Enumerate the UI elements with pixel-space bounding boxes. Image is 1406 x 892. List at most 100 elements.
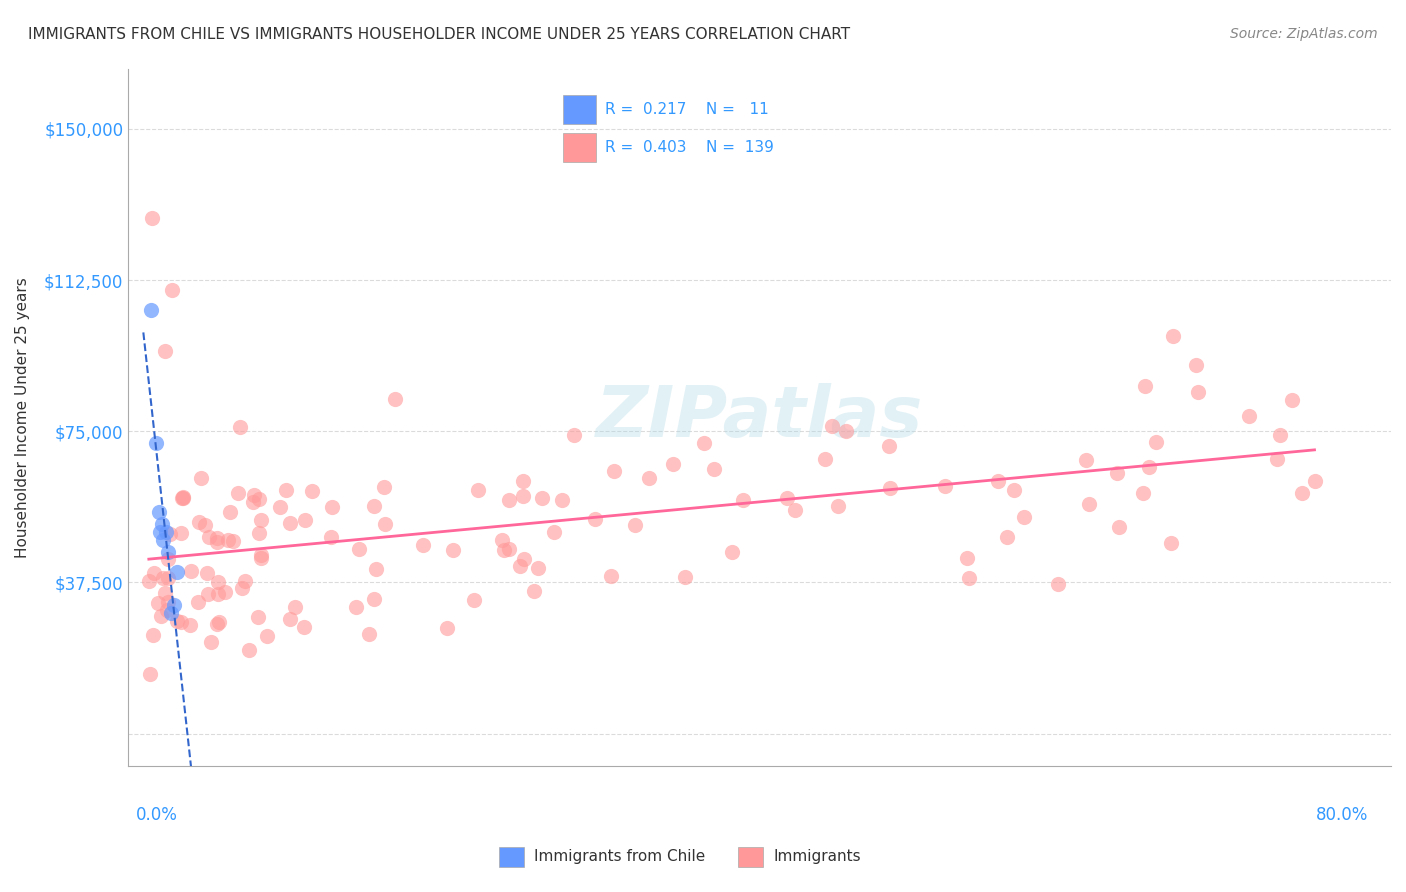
Point bbox=[492, 543, 515, 558]
Text: 0.0%: 0.0% bbox=[136, 806, 177, 824]
Text: 80.0%: 80.0% bbox=[1316, 806, 1368, 824]
Point bbox=[150, 516, 173, 531]
Point bbox=[776, 491, 799, 505]
Point bbox=[284, 599, 307, 614]
Point bbox=[269, 500, 291, 514]
Point bbox=[467, 483, 489, 497]
Point bbox=[250, 513, 273, 527]
Point bbox=[879, 481, 901, 495]
Point bbox=[624, 518, 647, 533]
Point bbox=[498, 492, 520, 507]
Point bbox=[347, 542, 370, 557]
Text: Source: ZipAtlas.com: Source: ZipAtlas.com bbox=[1230, 27, 1378, 41]
Point bbox=[1137, 459, 1160, 474]
Point bbox=[146, 596, 169, 610]
Point bbox=[153, 343, 176, 358]
Point bbox=[157, 571, 180, 585]
Point bbox=[278, 516, 301, 531]
Point bbox=[512, 489, 534, 503]
Point bbox=[170, 525, 193, 540]
Point bbox=[583, 512, 606, 526]
Point bbox=[412, 538, 434, 552]
Point bbox=[957, 571, 980, 585]
Point bbox=[159, 527, 181, 541]
Point bbox=[243, 488, 266, 502]
Point bbox=[159, 606, 181, 620]
Point bbox=[256, 629, 278, 643]
Point bbox=[491, 533, 513, 547]
Point bbox=[662, 457, 685, 471]
Point bbox=[219, 505, 242, 519]
Point bbox=[1076, 453, 1098, 467]
Point bbox=[638, 470, 661, 484]
Point bbox=[148, 505, 170, 519]
Point bbox=[187, 516, 209, 530]
Point bbox=[278, 612, 301, 626]
Point bbox=[1144, 435, 1167, 450]
Point bbox=[152, 533, 174, 547]
Point bbox=[1237, 409, 1260, 424]
Point bbox=[208, 615, 231, 630]
Point bbox=[436, 621, 458, 635]
Point bbox=[172, 491, 194, 505]
Point bbox=[172, 491, 194, 505]
Point bbox=[276, 483, 298, 498]
Point bbox=[163, 598, 186, 612]
Point bbox=[160, 283, 183, 297]
Point bbox=[1281, 392, 1303, 407]
Point bbox=[359, 626, 381, 640]
Point bbox=[1303, 475, 1326, 489]
Point bbox=[509, 559, 531, 574]
Point bbox=[155, 524, 177, 539]
Point bbox=[197, 587, 219, 601]
Point bbox=[877, 439, 900, 453]
Point bbox=[373, 480, 395, 494]
Point bbox=[242, 494, 264, 508]
Point bbox=[207, 574, 229, 589]
Point bbox=[814, 452, 837, 467]
Point bbox=[827, 500, 849, 514]
Point bbox=[214, 585, 236, 599]
Point bbox=[138, 574, 160, 588]
Point bbox=[363, 500, 385, 514]
Point bbox=[1160, 536, 1182, 550]
Point bbox=[733, 492, 755, 507]
Point bbox=[1012, 510, 1035, 524]
Point bbox=[1161, 329, 1184, 343]
Point bbox=[527, 560, 550, 574]
Point bbox=[233, 574, 256, 589]
Point bbox=[246, 610, 269, 624]
Point bbox=[292, 620, 315, 634]
Point bbox=[166, 566, 188, 580]
Point bbox=[603, 464, 626, 478]
Point bbox=[250, 548, 273, 562]
Point bbox=[551, 493, 574, 508]
Point bbox=[673, 570, 696, 584]
Point bbox=[562, 428, 585, 442]
Point bbox=[238, 643, 260, 657]
Point bbox=[139, 303, 162, 318]
Text: ZIPatlas: ZIPatlas bbox=[596, 383, 924, 451]
Point bbox=[222, 534, 245, 549]
Point bbox=[180, 564, 202, 578]
Point bbox=[156, 603, 179, 617]
Point bbox=[1291, 486, 1313, 500]
Point bbox=[207, 531, 229, 545]
Point bbox=[156, 594, 179, 608]
Point bbox=[498, 541, 520, 556]
Point bbox=[194, 517, 217, 532]
Point bbox=[152, 571, 174, 585]
Point bbox=[207, 617, 229, 632]
Point bbox=[1047, 577, 1070, 591]
Point bbox=[197, 566, 219, 580]
Point bbox=[995, 530, 1018, 544]
Point bbox=[1267, 452, 1289, 467]
Text: Immigrants from Chile: Immigrants from Chile bbox=[534, 849, 706, 863]
Point bbox=[344, 599, 367, 614]
Point bbox=[512, 552, 534, 566]
Point bbox=[543, 524, 565, 539]
Point bbox=[1270, 428, 1292, 442]
Point bbox=[149, 524, 172, 539]
Point bbox=[956, 551, 979, 566]
Point bbox=[156, 545, 179, 559]
